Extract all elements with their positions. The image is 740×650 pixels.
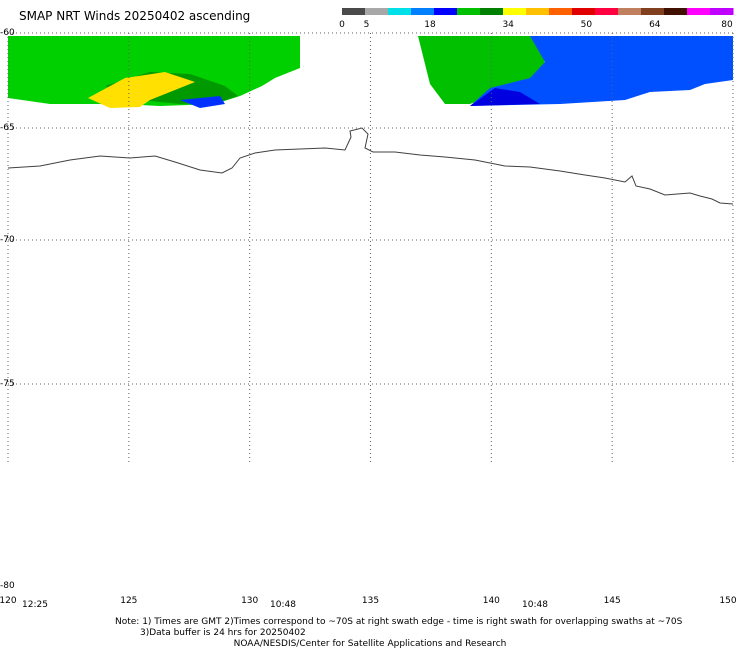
graticule — [7, 32, 734, 465]
wind-swath-left — [8, 36, 300, 108]
swath-time-3: 10:48 — [522, 600, 548, 610]
colorbar-segment — [618, 8, 642, 15]
note-line-2: 3)Data buffer is 24 hrs for 20250402 — [140, 628, 306, 638]
chart-title: SMAP NRT Winds 20250402 ascending — [19, 9, 251, 23]
swath-time-2: 10:48 — [270, 600, 296, 610]
wind-area-dark-blue-right — [470, 88, 540, 106]
longitude-label: 140 — [482, 596, 500, 606]
longitude-label: 125 — [120, 596, 138, 606]
colorbar-segment — [664, 8, 688, 15]
swath-time-1: 12:25 — [22, 600, 48, 610]
latitude-label: -60 — [0, 28, 15, 38]
colorbar-segment — [342, 8, 366, 15]
colorbar-tick-label: 5 — [363, 20, 370, 30]
wind-area-yellow — [88, 72, 195, 108]
colorbar-segment — [434, 8, 458, 15]
latitude-label: -75 — [0, 379, 15, 389]
colorbar-tick-label: 0 — [339, 20, 345, 30]
colorbar-segment — [457, 8, 481, 15]
colorbar-segment — [365, 8, 389, 15]
colorbar-segment — [641, 8, 665, 15]
colorbar-tick-label: 18 — [424, 20, 436, 30]
wind-swath-right — [418, 36, 733, 106]
colorbar-segment — [687, 8, 711, 15]
colorbar-segment — [710, 8, 734, 15]
wind-area-blue-right — [470, 36, 733, 106]
coastline — [7, 127, 734, 205]
colorbar-segment — [503, 8, 527, 15]
colorbar-tick-label: 34 — [502, 20, 514, 30]
wind-area-green-right — [418, 36, 545, 104]
note-line-1: Note: 1) Times are GMT 2)Times correspon… — [115, 617, 683, 627]
latitude-label: -80 — [0, 581, 15, 591]
colorbar-segment — [480, 8, 504, 15]
credit-line: NOAA/NESDIS/Center for Satellite Applica… — [233, 639, 507, 649]
colorbar-tick-label: 80 — [721, 20, 733, 30]
colorbar-segment — [388, 8, 412, 15]
latitude-label: -65 — [0, 123, 15, 133]
colorbar-segment — [572, 8, 596, 15]
colorbar-segment — [411, 8, 435, 15]
latitude-label: -70 — [0, 235, 15, 245]
longitude-label: 120 — [0, 596, 17, 606]
wind-speed-colorbar — [342, 8, 734, 15]
colorbar-segment — [549, 8, 573, 15]
wind-area-blue-left — [180, 96, 225, 108]
longitude-label: 135 — [361, 596, 380, 606]
colorbar-segment — [595, 8, 619, 15]
longitude-label: 150 — [719, 596, 737, 606]
colorbar-tick-label: 50 — [580, 20, 593, 30]
colorbar-segment — [526, 8, 550, 15]
longitude-label: 130 — [241, 596, 259, 606]
colorbar-tick-label: 64 — [649, 20, 661, 30]
longitude-label: 145 — [603, 596, 621, 606]
